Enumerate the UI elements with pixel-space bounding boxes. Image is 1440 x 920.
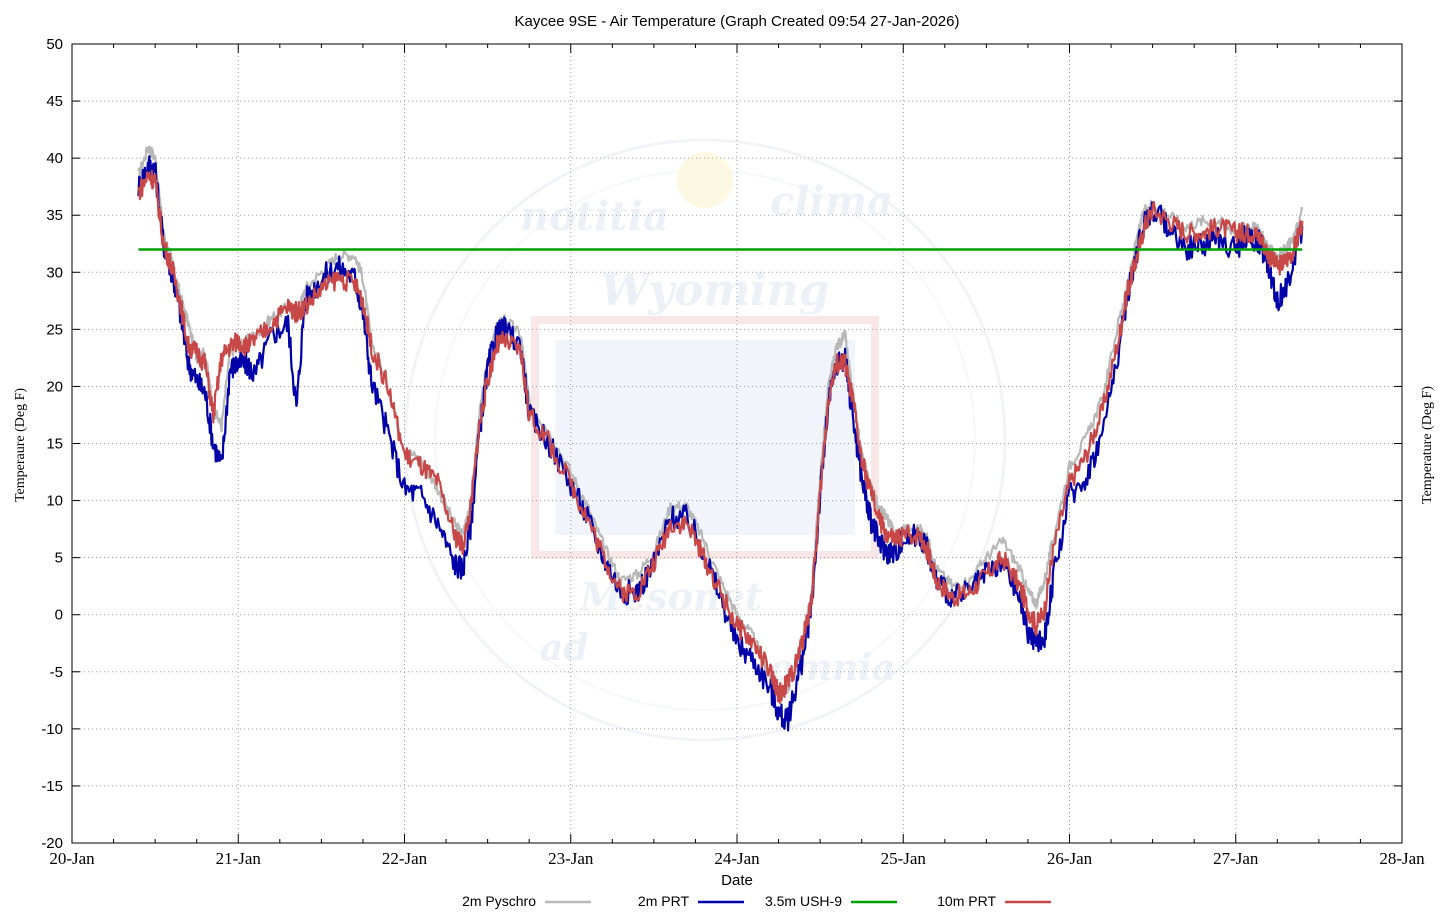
y-tick-label: -10 — [41, 721, 63, 738]
y-tick-label: 5 — [55, 550, 63, 567]
watermark-word-1: notitia — [520, 193, 669, 240]
series-lines — [137, 145, 1304, 732]
x-tick-label: 25-Jan — [881, 849, 927, 868]
y-tick-label: 40 — [46, 150, 63, 167]
x-tick-label: 22-Jan — [382, 849, 428, 868]
y-tick-label: -20 — [41, 835, 63, 852]
y-tick-label: -15 — [41, 778, 63, 795]
x-tick-label: 24-Jan — [714, 849, 760, 868]
x-tick-label: 26-Jan — [1047, 849, 1093, 868]
legend: 2m Pyschro 2m PRT 3.5m USH-9 10m PRT — [462, 893, 1051, 909]
legend-label-3-5m-ush-9: 3.5m USH-9 — [765, 893, 842, 909]
y-axis-label-left: Temperaure (Deg F) — [13, 388, 28, 502]
legend-label-2m-pyschro: 2m Pyschro — [462, 893, 536, 909]
legend-label-10m-prt: 10m PRT — [937, 893, 996, 909]
y-tick-label: 15 — [46, 436, 63, 453]
series-line-10m-prt — [137, 169, 1304, 704]
x-tick-label: 23-Jan — [548, 849, 594, 868]
x-tick-label: 21-Jan — [216, 849, 262, 868]
plot-frame — [71, 43, 1403, 844]
y-tick-label: 45 — [46, 93, 63, 110]
x-tick-label: 20-Jan — [49, 849, 95, 868]
y-tick-label: 0 — [55, 607, 63, 624]
grid — [72, 44, 1402, 843]
y-tick-label: 30 — [46, 264, 63, 281]
y-axis-label-right: Temperature (Deg F) — [1420, 386, 1435, 504]
watermark-word-3: Wyoming — [600, 265, 829, 316]
legend-label-2m-prt: 2m PRT — [638, 893, 690, 909]
mesonet-watermark-logo: notitia clima Wyoming Mesonet ad omnia — [403, 138, 1007, 742]
chart-title: Kaycee 9SE - Air Temperature (Graph Crea… — [515, 13, 960, 30]
y-tick-label: 50 — [46, 36, 63, 53]
watermark-word-5: ad — [540, 627, 589, 669]
x-tick-label: 27-Jan — [1213, 849, 1259, 868]
y-tick-label: 10 — [46, 493, 63, 510]
x-axis-ticks: 20-Jan 21-Jan 22-Jan 23-Jan 24-Jan 25-Jan 26-J… — [49, 44, 1425, 868]
watermark-word-2: clima — [770, 178, 893, 225]
x-tick-label: 28-Jan — [1379, 849, 1425, 868]
y-tick-label: -5 — [50, 664, 63, 681]
y-tick-label: 35 — [46, 207, 63, 224]
y-tick-label: 20 — [46, 378, 63, 395]
x-axis-label: Date — [721, 872, 753, 889]
y-tick-label: 25 — [46, 321, 63, 338]
